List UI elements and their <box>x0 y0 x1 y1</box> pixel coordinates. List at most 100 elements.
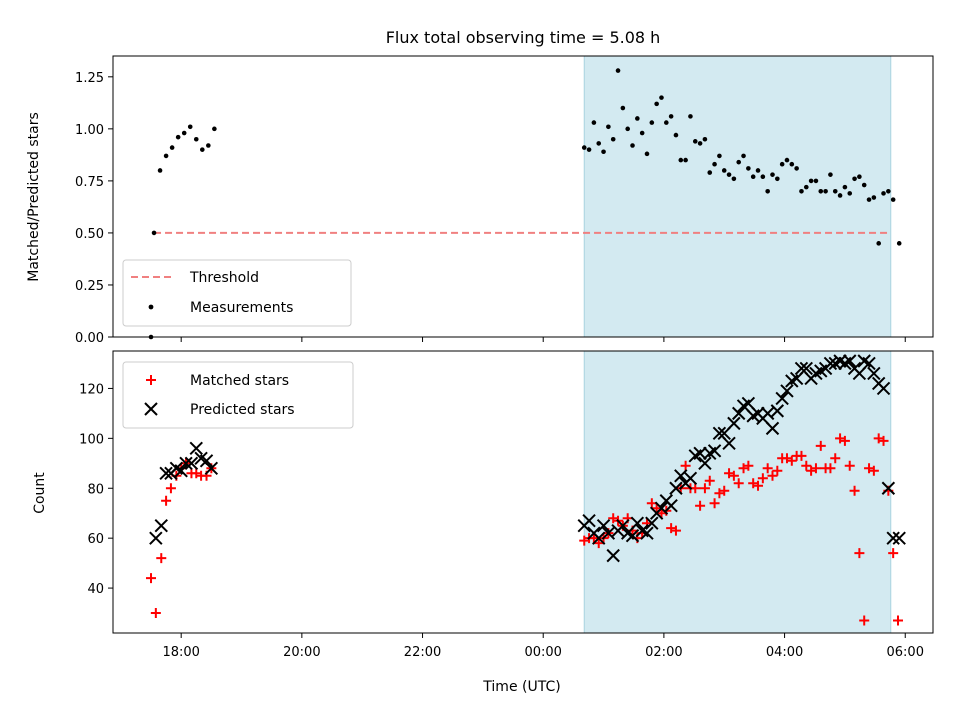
matched-stars-point <box>680 460 691 471</box>
measurements-point <box>799 188 804 194</box>
predicted-stars-point <box>867 366 881 381</box>
count-observing-window-shade <box>583 350 892 634</box>
measurements-point <box>683 157 688 163</box>
matched-stars-point <box>762 463 773 474</box>
count-x-tick-label: 04:00 <box>766 645 803 660</box>
measurements-point <box>678 157 684 163</box>
matched-stars-point <box>743 460 754 471</box>
matched-stars-point <box>839 435 850 446</box>
predicted-stars-point <box>149 531 163 545</box>
predicted-stars-point <box>876 381 891 396</box>
matched-stars-point <box>733 478 744 489</box>
measurements-point <box>200 147 205 152</box>
count-x-tick-label: 18:00 <box>162 645 199 660</box>
count-panel: 40 60 80 100 120 18:00 20:00 22:00 00:00 02:00 04… <box>32 350 934 695</box>
measurements-point <box>818 188 824 194</box>
matched-stars-point <box>165 483 176 494</box>
measurements-point <box>163 153 169 159</box>
predicted-stars-point <box>592 531 606 545</box>
matched-stars-point <box>844 460 855 471</box>
measurements-point <box>717 153 722 159</box>
measurements-point <box>157 168 163 173</box>
measurements-point <box>876 241 881 246</box>
measurements-point <box>770 172 775 177</box>
measurements-point <box>852 176 857 182</box>
matched-stars-point <box>704 475 715 486</box>
matched-stars-point <box>772 465 783 476</box>
matched-stars-point <box>588 533 599 544</box>
matched-stars-point <box>728 470 739 481</box>
matched-stars-point <box>801 460 812 471</box>
count-y-tick-label: 40 <box>87 582 104 597</box>
measurements-point <box>697 141 703 146</box>
ratio-y-tick-label: 1.25 <box>75 71 104 86</box>
predicted-stars-point <box>674 469 688 483</box>
measurements-point <box>649 120 655 125</box>
count-y-tick-label: 120 <box>79 382 104 397</box>
predicted-stars-point <box>765 421 780 436</box>
measurements-point <box>813 178 819 184</box>
matched-stars-point <box>893 615 904 626</box>
measurements-point <box>750 174 756 180</box>
measurements-point <box>668 114 674 119</box>
predicted-stars-point <box>823 356 838 371</box>
measurements-point <box>832 188 838 194</box>
measurements-point <box>707 170 713 175</box>
matched-stars-point <box>815 440 826 451</box>
predicted-stars-point <box>596 518 611 533</box>
predicted-stars-point <box>707 444 722 458</box>
matched-stars-point <box>849 485 860 496</box>
predicted-stars-point <box>881 481 896 495</box>
matched-stars-point <box>830 453 841 464</box>
measurements-point <box>610 136 616 142</box>
matched-stars-point <box>810 463 821 474</box>
predicted-legend-swatch <box>144 402 158 416</box>
matched-stars-point <box>767 470 778 481</box>
predicted-stars-point <box>179 456 193 471</box>
matched-stars-point <box>868 465 879 476</box>
predicted-stars-point <box>780 384 794 398</box>
count-y-axis-label: Count <box>32 472 48 514</box>
predicted-stars-point <box>189 441 203 456</box>
measurements-point <box>596 141 602 146</box>
matched-stars-point <box>859 615 870 626</box>
threshold-legend-label: Threshold <box>189 270 259 286</box>
matched-stars-point <box>888 548 899 559</box>
measurements-point <box>736 159 742 165</box>
measurements-point <box>601 149 606 155</box>
measurements-point <box>837 193 843 198</box>
measurements-point <box>789 161 795 167</box>
measurements-point <box>591 120 597 125</box>
count-x-tick-label: 06:00 <box>887 645 924 660</box>
chart-title: Flux total observing time = 5.08 h <box>386 28 661 47</box>
x-axis-label: Time (UTC) <box>482 679 560 695</box>
measurements-legend-label: Measurements <box>190 300 293 316</box>
matched-stars-point <box>719 485 730 496</box>
measurements-point <box>755 168 761 173</box>
predicted-stars-point <box>775 391 789 406</box>
matched-legend-swatch <box>146 375 156 385</box>
ratio-y-tick-label: 0.50 <box>75 227 104 242</box>
count-legend-box <box>122 361 354 429</box>
measurements-point <box>181 130 187 136</box>
predicted-stars-point <box>683 471 698 485</box>
count-x-tick-label: 00:00 <box>524 645 561 660</box>
measurements-point <box>586 147 592 152</box>
predicted-stars-point <box>722 436 736 451</box>
measurements-point <box>896 241 902 246</box>
matched-stars-point <box>878 435 889 446</box>
matched-stars-point <box>854 548 865 559</box>
predicted-stars-point <box>582 513 596 528</box>
measurements-point <box>615 68 621 73</box>
measurements-point <box>193 136 199 142</box>
count-panel-frame <box>112 350 934 634</box>
count-legend: Matched stars Predicted stars <box>122 361 354 429</box>
measurements-point <box>581 145 587 150</box>
ratio-y-tick-label: 0.00 <box>75 331 104 346</box>
measurements-point <box>639 130 645 136</box>
predicted-stars-point <box>664 499 678 513</box>
ratio-panel-frame <box>112 55 934 338</box>
matched-stars-point <box>757 473 768 484</box>
measurements-point <box>765 188 770 194</box>
